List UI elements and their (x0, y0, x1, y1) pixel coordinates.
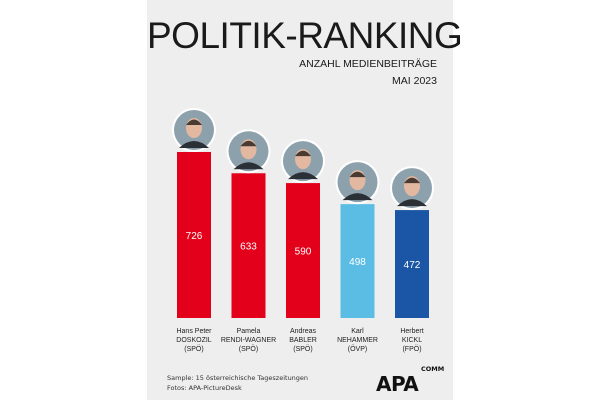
bar-4 (395, 210, 429, 318)
chart-subtitle: ANZAHL MEDIENBEITRÄGE (299, 58, 437, 70)
avatar-shoulders (397, 199, 427, 207)
bar-value-label-0: 726 (186, 231, 203, 242)
category-label-1-2: (SPÖ) (239, 345, 258, 353)
avatar-0 (172, 108, 216, 152)
bar-2 (286, 183, 320, 318)
avatar-4 (390, 166, 434, 211)
bar-3 (340, 204, 375, 318)
category-label-2-0: Andreas (290, 328, 317, 335)
chart-title: POLITIK-RANKING (147, 15, 463, 56)
avatar-hair (349, 171, 366, 178)
category-label-0-2: (SPÖ) (184, 345, 203, 353)
avatar-3 (335, 160, 380, 205)
category-label-4-2: (FPÖ) (402, 345, 421, 353)
bar-value-label-1: 633 (240, 242, 257, 253)
category-label-1-1: RENDI-WAGNER (221, 337, 276, 344)
footer-sample: Sample: 15 österreichische Tageszeitunge… (167, 374, 309, 382)
apa-logo-sub: COMM (421, 365, 445, 373)
category-label-3-1: NEHAMMER (337, 337, 378, 344)
apa-logo: APA (376, 372, 419, 396)
category-label-0-0: Hans Peter (176, 328, 212, 335)
avatar-shoulders (179, 141, 209, 148)
avatar-shoulders (233, 162, 264, 170)
avatar-hair (295, 150, 311, 157)
bar-1 (231, 173, 266, 318)
avatar-shoulders (342, 193, 373, 201)
avatar-shoulders (288, 172, 318, 180)
bar-value-label-2: 590 (295, 247, 312, 258)
avatar-hair (404, 177, 420, 184)
footer-photos: Fotos: APA-PictureDesk (167, 384, 242, 392)
avatar-1 (226, 129, 271, 174)
avatar-hair (186, 119, 202, 125)
chart-month: MAI 2023 (392, 75, 437, 87)
category-label-2-1: BABLER (289, 337, 317, 344)
bar-value-label-4: 472 (404, 260, 421, 271)
category-label-2-2: (SPÖ) (293, 345, 312, 353)
category-label-3-0: Karl (351, 328, 364, 335)
ranking-card: POLITIK-RANKING ANZAHL MEDIENBEITRÄGE MA… (147, 0, 463, 400)
category-label-4-0: Herbert (400, 328, 423, 335)
category-label-1-0: Pamela (237, 328, 261, 335)
avatar-hair (240, 140, 257, 147)
bar-0 (177, 152, 211, 318)
avatar-2 (281, 139, 325, 184)
category-label-3-2: (ÖVP) (348, 345, 367, 353)
category-label-4-1: KICKL (402, 337, 422, 344)
category-label-0-1: DOSKOZIL (176, 337, 212, 344)
bar-value-label-3: 498 (349, 257, 366, 268)
